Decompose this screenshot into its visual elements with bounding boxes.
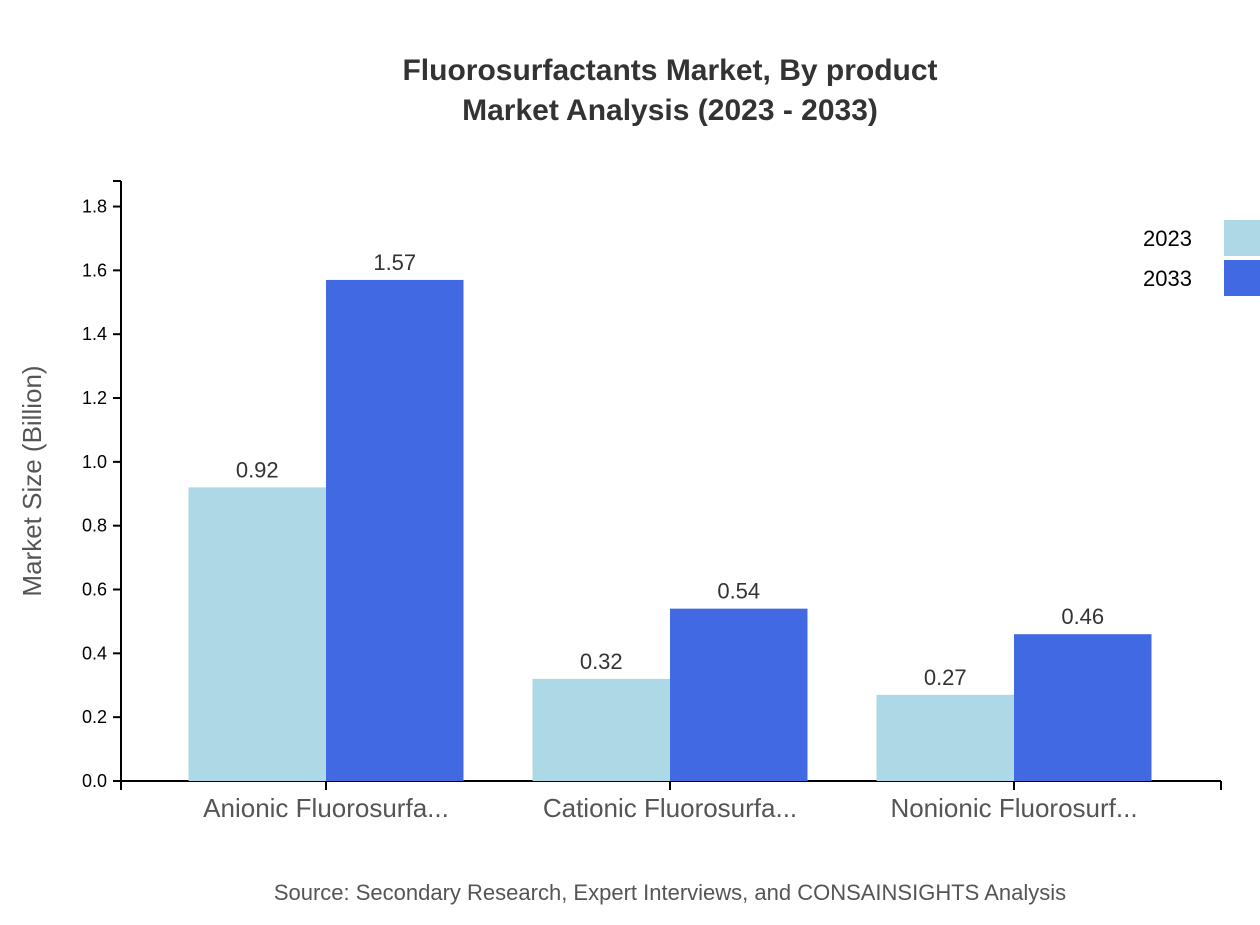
x-tick-label: Anionic Fluorosurfa... [203,793,449,823]
bar-2033 [1014,634,1152,781]
bar-2023 [876,694,1014,781]
bar-2033 [670,608,808,781]
y-tick-label: 0.0 [82,771,107,791]
data-label: 0.54 [717,579,760,604]
bar-2033 [326,279,464,781]
legend-swatch-2033 [1224,260,1260,296]
bar-2023 [532,678,670,781]
x-tick-label: Nonionic Fluorosurf... [890,793,1137,823]
legend-swatch-2023 [1224,220,1260,256]
y-tick-label: 0.8 [82,516,107,536]
y-tick-label: 1.4 [82,324,107,344]
y-axis-label: Market Size (Billion) [17,365,47,596]
y-tick-label: 1.6 [82,260,107,280]
data-label: 0.27 [924,665,967,690]
chart-title-line1: Fluorosurfactants Market, By product [402,54,937,87]
legend-label: 2033 [1143,266,1192,291]
x-tick-label: Cationic Fluorosurfa... [543,793,797,823]
y-tick-label: 0.4 [82,643,107,663]
data-label: 0.46 [1061,604,1104,629]
source-note: Source: Secondary Research, Expert Inter… [274,880,1066,905]
legend-label: 2023 [1143,226,1192,251]
bar-2023 [188,487,326,781]
y-tick-label: 0.2 [82,707,107,727]
y-tick-label: 1.0 [82,452,107,472]
y-tick-label: 1.8 [82,197,107,217]
y-tick-label: 1.2 [82,388,107,408]
y-tick-label: 0.6 [82,580,107,600]
chart-title-line2: Market Analysis (2023 - 2033) [462,94,878,127]
data-label: 0.92 [236,457,279,482]
data-label: 1.57 [373,250,416,275]
data-label: 0.32 [580,649,623,674]
